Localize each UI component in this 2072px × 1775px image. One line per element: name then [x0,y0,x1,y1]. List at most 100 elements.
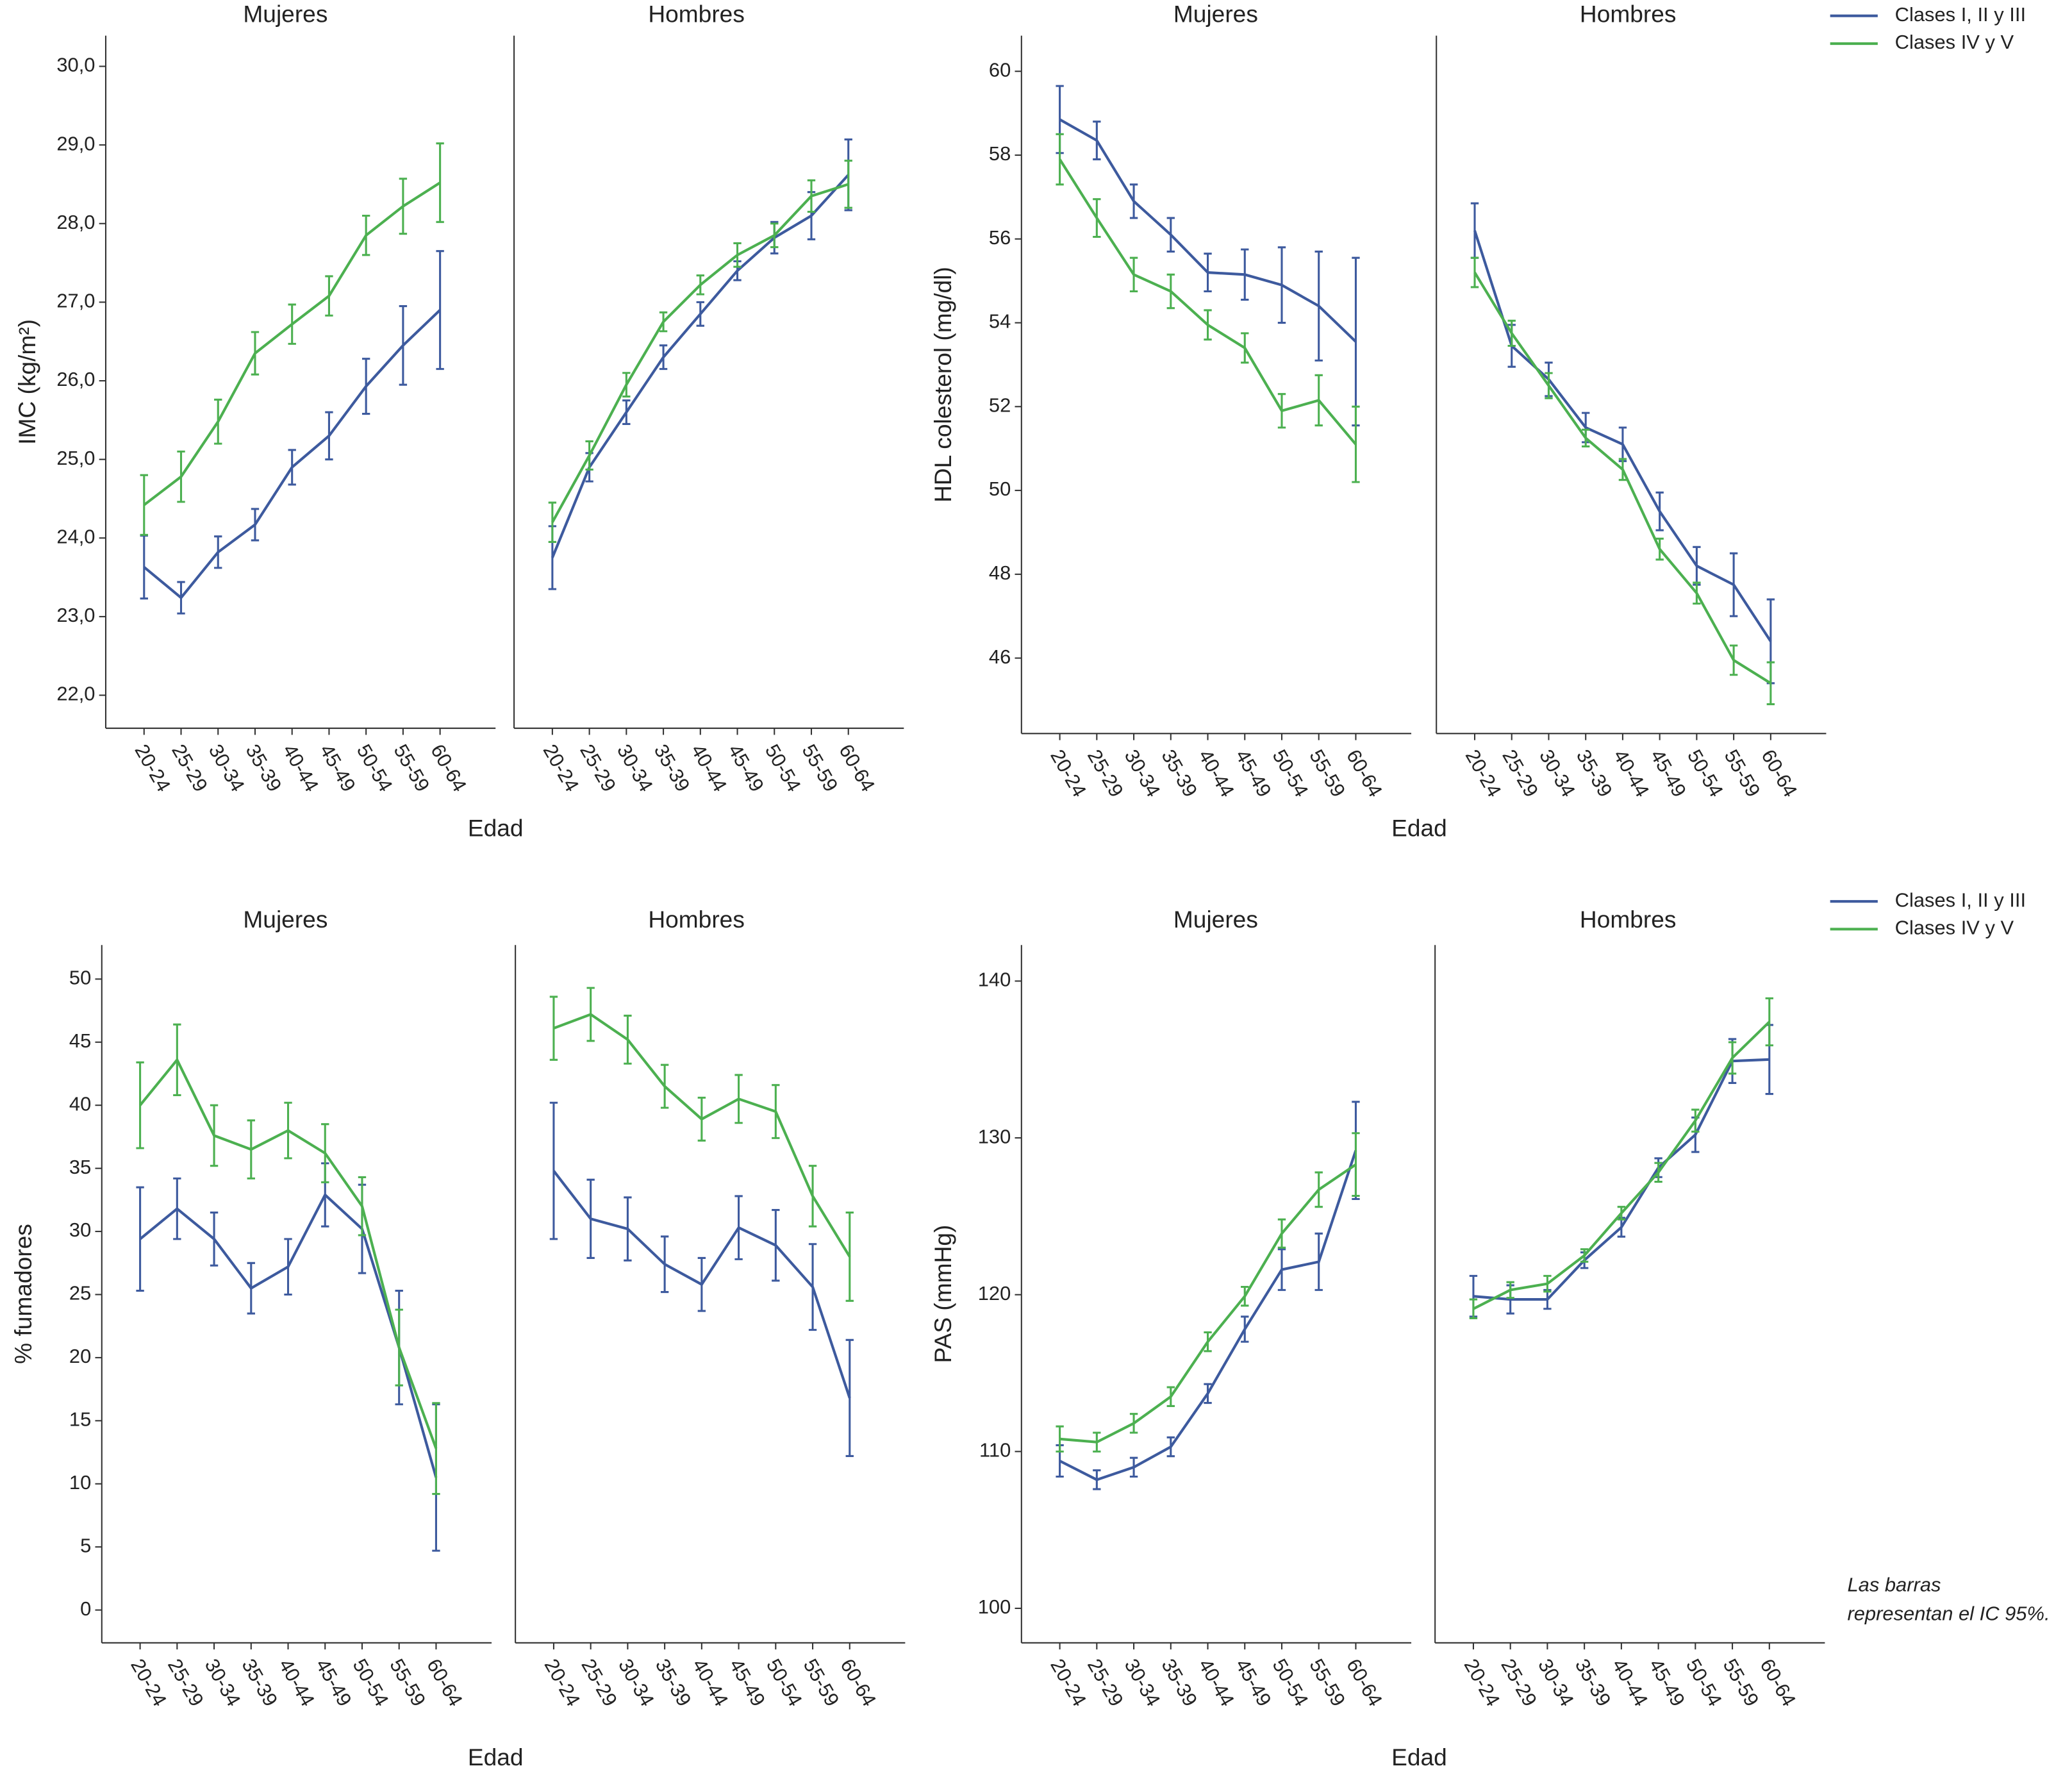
error-bar [288,449,296,486]
error-bar [1204,1331,1212,1353]
y-tick-label: 25 [69,1282,91,1304]
x-tick-label: 20-24 [1046,746,1091,801]
x-tick-label: 50-54 [352,740,397,796]
x-tick-label: 30-34 [1535,746,1580,801]
series-line [139,1192,438,1478]
y-tick-label: 110 [979,1439,1011,1462]
x-tick-label: 20-24 [130,740,175,796]
x-tick-label: 25-29 [1083,1655,1128,1710]
legend-label: Clases I, II y III [1895,888,2026,911]
x-tick-label: 55-59 [799,1655,844,1710]
error-bar [214,398,222,445]
error-bar [1241,1315,1249,1343]
facet-title: Mujeres [1173,906,1258,933]
error-bar [1693,581,1701,605]
error-bar [772,1084,780,1139]
y-tick-label: 52 [989,394,1011,416]
legend-label: Clases IV y V [1895,31,2014,53]
error-bar [1129,1456,1138,1478]
error-bar [1166,1436,1175,1458]
error-bar [696,301,704,327]
x-tick-label: 45-49 [315,740,360,796]
error-bar [436,142,444,223]
x-tick-label: 35-39 [1571,1655,1616,1710]
error-bar [1655,491,1664,531]
error-bar [586,987,595,1042]
x-tick-label: 45-49 [1646,746,1691,801]
x-tick-label: 40-44 [688,1655,733,1710]
x-tick-label: 30-34 [613,740,658,796]
x-tick-label: 20-24 [126,1655,171,1710]
error-bar [1093,1431,1101,1453]
x-tick-label: 25-29 [576,740,620,796]
error-bar [325,411,333,461]
x-tick-label: 30-34 [614,1655,659,1710]
error-bar [284,1101,292,1160]
x-tick-label: 40-44 [686,740,731,796]
error-bar [1507,319,1516,347]
error-bar [1729,552,1738,617]
x-tick-label: 60-64 [422,1655,467,1710]
x-tick-label: 25-29 [1083,746,1128,801]
error-bar [210,1104,219,1167]
x-tick-label: 35-39 [650,740,695,796]
error-bar [1166,217,1175,253]
error-bar [358,1176,367,1237]
x-tick-label: 50-54 [761,740,806,796]
error-bar [177,450,185,503]
x-tick-label: 50-54 [762,1655,807,1710]
x-tick-label: 50-54 [1268,1655,1313,1710]
x-axis-label: Edad [468,815,524,842]
x-tick-label: 60-64 [834,740,879,796]
x-tick-label: 30-34 [204,740,249,796]
y-tick-label: 45 [69,1029,91,1052]
error-bar [845,1211,854,1302]
error-bar [1729,644,1738,676]
x-tick-label: 25-29 [163,1655,208,1710]
error-bar [1277,1248,1286,1291]
error-bar [140,474,148,536]
error-bar [1765,997,1773,1047]
x-tick-label: 50-54 [349,1655,394,1710]
error-bar [1129,1413,1138,1434]
error-bar [395,1308,403,1387]
error-bar [585,440,593,471]
y-tick-label: 0 [80,1597,91,1620]
series-line [1473,1058,1769,1301]
x-tick-label: 60-64 [1755,1655,1800,1710]
y-tick-label: 26,0 [56,368,95,390]
x-tick-label: 20-24 [1460,1655,1505,1710]
error-bar [1617,1206,1626,1221]
error-bar [1241,332,1249,364]
error-bar [844,160,852,209]
y-tick-label: 60 [989,58,1011,81]
y-tick-label: 23,0 [56,604,95,626]
error-bar [1277,1218,1286,1249]
x-tick-label: 45-49 [1645,1655,1689,1710]
series-line [551,174,850,558]
note-line: representan el IC 95%. [1847,1603,2050,1625]
x-tick-label: 25-29 [577,1655,622,1710]
error-bar [1352,256,1360,427]
y-tick-label: 15 [69,1408,91,1431]
x-tick-label: 30-34 [201,1655,245,1710]
x-tick-label: 30-34 [1120,1655,1165,1710]
error-bar [399,178,408,235]
error-bar [845,1338,854,1458]
error-bar [1277,393,1286,429]
error-bar [284,1238,292,1296]
error-bar [1728,1041,1737,1075]
y-tick-label: 54 [989,310,1011,333]
y-tick-label: 140 [978,969,1011,991]
error-bar [697,1096,706,1142]
error-bar [210,1211,219,1267]
y-tick-label: 30 [69,1219,91,1241]
y-axis-label: % fumadores [10,1224,37,1364]
facet-title: Mujeres [243,906,327,933]
series-line [1473,1021,1771,1310]
error-bar [770,222,779,249]
y-tick-label: 30,0 [56,54,95,76]
facet-title: Hombres [1580,1,1677,28]
error-bar [1093,1469,1101,1490]
